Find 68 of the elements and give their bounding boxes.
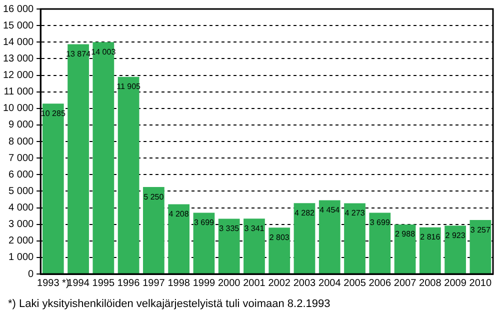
x-tick-label: 2000 bbox=[218, 278, 241, 289]
bar bbox=[444, 226, 466, 274]
y-tick-label: 5 000 bbox=[8, 186, 34, 197]
text: *) Laki yksityishenkilöiden velkajärjestelyistä tuli voimaan 8.2.1993 bbox=[8, 298, 332, 310]
data-label: 2 988 bbox=[395, 230, 416, 239]
x-tick-label: 1996 bbox=[117, 278, 140, 289]
x-tick-label: 2010 bbox=[469, 278, 492, 289]
x-tick-label: 2002 bbox=[268, 278, 291, 289]
y-tick-label: 11 000 bbox=[4, 86, 34, 98]
x-tick-label: 2001 bbox=[243, 278, 266, 289]
y-tick-label: 2 000 bbox=[8, 236, 34, 247]
y-tick-label: 7 000 bbox=[8, 152, 34, 164]
data-label: 2 816 bbox=[420, 232, 441, 242]
y-tick-label: 8 000 bbox=[8, 136, 34, 148]
x-tick-label: 2003 bbox=[293, 278, 316, 289]
bar bbox=[294, 203, 316, 274]
data-label: 3 257 bbox=[470, 225, 491, 234]
x-tick-label: 2008 bbox=[419, 278, 442, 289]
y-tick-label: 1 000 bbox=[8, 252, 34, 264]
x-tick-label: 2005 bbox=[344, 278, 366, 289]
bar bbox=[394, 224, 416, 274]
bar bbox=[470, 220, 492, 274]
y-tick-label: 10 000 bbox=[2, 103, 34, 114]
y-tick-label: 13 000 bbox=[2, 53, 34, 64]
bar bbox=[193, 212, 215, 274]
y-tick-label: 12 000 bbox=[2, 70, 34, 81]
bar bbox=[344, 203, 366, 274]
x-tick-label: 1997 bbox=[142, 278, 166, 289]
data-label: 3 341 bbox=[244, 224, 265, 233]
x-tick-label: 1995 bbox=[92, 278, 115, 289]
data-label: 4 282 bbox=[294, 208, 316, 218]
y-tick-label: 9 000 bbox=[8, 120, 34, 131]
y-tick-label: 15 000 bbox=[2, 20, 34, 32]
y-tick-label: 14 000 bbox=[2, 36, 34, 48]
data-label: 2 803 bbox=[269, 232, 290, 242]
x-tick-label: 2004 bbox=[318, 278, 342, 289]
y-tick-label: 6 000 bbox=[8, 169, 34, 180]
x-tick-label: 2007 bbox=[394, 278, 417, 289]
bar bbox=[318, 200, 340, 274]
bar bbox=[118, 76, 140, 274]
bar bbox=[268, 228, 290, 274]
bar bbox=[42, 104, 64, 274]
x-tick-label: 2006 bbox=[368, 278, 392, 289]
data-label: 4 208 bbox=[168, 210, 190, 219]
bar bbox=[419, 227, 441, 274]
x-tick-label: 1999 bbox=[192, 278, 216, 289]
data-label: 5 250 bbox=[144, 192, 164, 202]
x-tick-label: 2009 bbox=[444, 278, 467, 289]
y-tick-label: 16 000 bbox=[2, 4, 34, 15]
data-label: 4 454 bbox=[320, 205, 340, 214]
bar bbox=[244, 218, 265, 274]
y-tick-label: 4 000 bbox=[8, 202, 34, 214]
data-label: 3 699 bbox=[194, 218, 215, 227]
bar bbox=[92, 42, 114, 274]
x-tick-label: 1998 bbox=[168, 278, 190, 289]
data-label: 4 273 bbox=[344, 208, 366, 218]
bar bbox=[168, 204, 190, 274]
data-label: 2 923 bbox=[445, 230, 466, 240]
data-label: 3 699 bbox=[370, 218, 390, 227]
bar bbox=[143, 187, 164, 274]
y-tick-label: 0 bbox=[28, 268, 34, 280]
bar bbox=[218, 218, 240, 274]
x-tick-label: 1994 bbox=[67, 278, 90, 289]
bar bbox=[369, 212, 391, 274]
data-label: 3 335 bbox=[219, 224, 240, 233]
y-tick-label: 3 000 bbox=[8, 219, 34, 230]
bar bbox=[68, 44, 89, 274]
x-tick-label: 1993 *) bbox=[37, 278, 70, 289]
